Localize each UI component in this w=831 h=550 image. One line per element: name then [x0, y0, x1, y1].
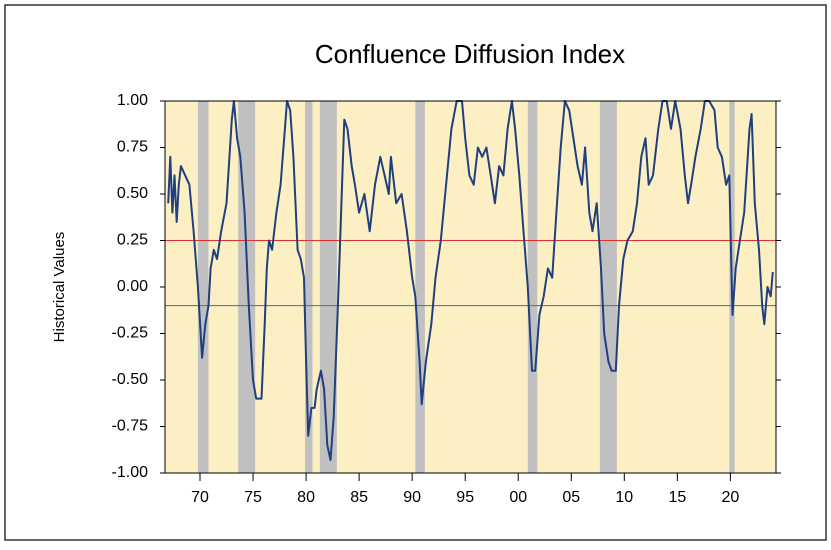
y-tick-label: 1.00: [117, 92, 148, 109]
x-tick-label: 75: [244, 489, 262, 506]
recession-band: [305, 101, 313, 473]
y-tick-label: 0.75: [117, 139, 148, 156]
x-tick-label: 20: [721, 489, 739, 506]
x-tick-label: 10: [615, 489, 633, 506]
y-tick-label: 0.50: [117, 185, 148, 202]
recession-band: [527, 101, 538, 473]
y-tick-label: -0.50: [112, 371, 149, 388]
recession-band: [319, 101, 337, 473]
y-tick-label: -0.75: [112, 418, 149, 435]
x-tick-label: 90: [403, 489, 421, 506]
plot-area: [165, 101, 776, 473]
x-tick-label: 80: [297, 489, 315, 506]
recession-band: [197, 101, 209, 473]
x-tick-label: 70: [191, 489, 209, 506]
y-tick-label: -1.00: [112, 464, 149, 481]
x-tick-label: 95: [456, 489, 474, 506]
x-tick-label: 85: [350, 489, 368, 506]
recession-band: [599, 101, 617, 473]
y-axis-label: Historical Values: [51, 232, 68, 343]
y-tick-label: 0.25: [117, 232, 148, 249]
y-tick-label: 0.00: [117, 278, 148, 295]
y-tick-label: -0.25: [112, 325, 149, 342]
recession-band: [415, 101, 425, 473]
x-tick-label: 00: [509, 489, 527, 506]
x-tick-label: 15: [668, 489, 686, 506]
chart-title: Confluence Diffusion Index: [315, 39, 625, 69]
x-tick-label: 05: [562, 489, 580, 506]
